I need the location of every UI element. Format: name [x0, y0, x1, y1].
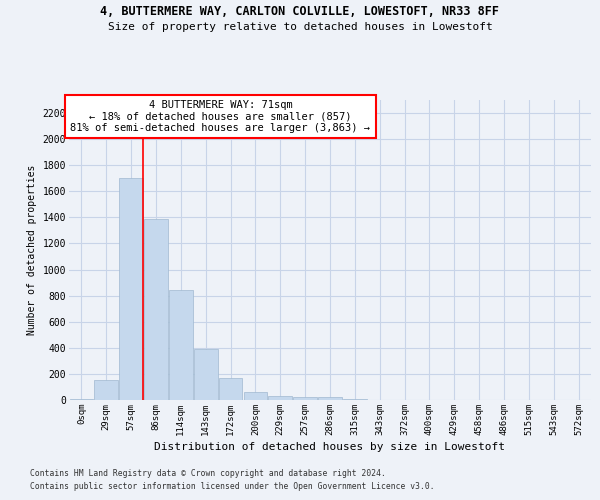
Bar [194, 349, 218, 400]
Y-axis label: Number of detached properties: Number of detached properties [27, 165, 37, 335]
Bar [144, 218, 168, 400]
Bar [169, 290, 193, 400]
Text: Contains public sector information licensed under the Open Government Licence v3: Contains public sector information licen… [30, 482, 434, 491]
Bar [119, 178, 143, 400]
Bar [318, 396, 342, 400]
Text: 4 BUTTERMERE WAY: 71sqm
← 18% of detached houses are smaller (857)
81% of semi-d: 4 BUTTERMERE WAY: 71sqm ← 18% of detache… [70, 100, 370, 133]
Text: Size of property relative to detached houses in Lowestoft: Size of property relative to detached ho… [107, 22, 493, 32]
Bar [94, 380, 118, 400]
Text: Distribution of detached houses by size in Lowestoft: Distribution of detached houses by size … [155, 442, 505, 452]
Text: 4, BUTTERMERE WAY, CARLTON COLVILLE, LOWESTOFT, NR33 8FF: 4, BUTTERMERE WAY, CARLTON COLVILLE, LOW… [101, 5, 499, 18]
Bar [244, 392, 267, 400]
Text: Contains HM Land Registry data © Crown copyright and database right 2024.: Contains HM Land Registry data © Crown c… [30, 468, 386, 477]
Bar [219, 378, 242, 400]
Bar [268, 396, 292, 400]
Bar [293, 396, 317, 400]
